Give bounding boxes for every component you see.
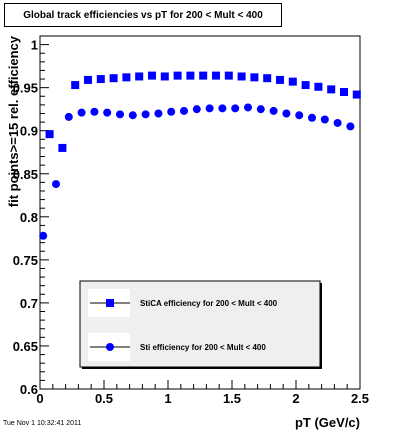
data-point-square bbox=[212, 71, 220, 80]
series-sti bbox=[39, 103, 355, 240]
data-point-circle bbox=[128, 111, 137, 120]
data-point-circle bbox=[231, 104, 240, 113]
legend-shadow-bottom bbox=[82, 367, 322, 369]
data-point-circle bbox=[308, 113, 316, 122]
data-point-circle bbox=[192, 105, 201, 114]
data-point-square bbox=[186, 71, 195, 80]
data-point-square bbox=[148, 71, 156, 80]
y-tick-label: 0.85 bbox=[13, 167, 38, 182]
data-point-square bbox=[263, 74, 272, 83]
data-point-circle bbox=[141, 110, 150, 119]
y-tick-label: 0.95 bbox=[13, 81, 38, 96]
y-tick-label: 0.75 bbox=[13, 253, 38, 268]
legend-shadow-right bbox=[320, 283, 322, 369]
data-point-square bbox=[301, 81, 310, 90]
data-point-square bbox=[122, 73, 131, 82]
data-point-circle bbox=[52, 180, 60, 189]
data-point-circle bbox=[103, 108, 112, 117]
data-point-circle bbox=[77, 108, 86, 117]
y-tick-label: 0.7 bbox=[20, 296, 38, 311]
timestamp-footer: Tue Nov 1 10:32:41 2011 bbox=[3, 420, 82, 427]
legend-label-stica: StiCA efficiency for 200 < Mult < 400 bbox=[140, 299, 278, 308]
data-point-circle bbox=[90, 107, 99, 116]
data-point-circle bbox=[154, 109, 163, 118]
data-point-square bbox=[352, 90, 361, 99]
data-point-square bbox=[340, 87, 348, 96]
data-point-circle bbox=[167, 107, 176, 116]
data-point-square bbox=[327, 85, 336, 94]
data-point-square bbox=[314, 82, 323, 91]
x-tick-label: 0 bbox=[36, 391, 43, 406]
data-point-square bbox=[96, 75, 105, 84]
legend-circle-marker bbox=[106, 343, 114, 351]
data-point-square bbox=[173, 71, 182, 80]
data-point-square bbox=[160, 72, 169, 81]
tick-labels: 0 0.5 1 1.5 2 2.5 0.6 0.65 0.7 0.75 0.8 0.85 0.9 0.95… bbox=[13, 38, 369, 406]
data-point-square bbox=[135, 72, 144, 81]
y-tick-label: 0.6 bbox=[20, 382, 38, 397]
chart-title-box: Global track efficiencies vs pT for 200 … bbox=[4, 3, 282, 27]
x-tick-label: 2.5 bbox=[351, 391, 369, 406]
data-point-square bbox=[224, 71, 233, 80]
x-tick-label: 0.5 bbox=[95, 391, 113, 406]
data-point-circle bbox=[295, 111, 304, 120]
data-point-square bbox=[84, 75, 92, 84]
data-point-square bbox=[288, 77, 297, 86]
series-stica bbox=[45, 71, 361, 152]
legend-label-sti: Sti efficiency for 200 < Mult < 400 bbox=[140, 343, 266, 352]
chart-title: Global track efficiencies vs pT for 200 … bbox=[23, 9, 263, 21]
data-point-circle bbox=[205, 104, 214, 113]
plot-frame bbox=[39, 35, 361, 390]
data-point-square bbox=[237, 72, 246, 81]
data-series bbox=[39, 71, 361, 240]
y-axis-title: fit points>=15 rel. efficiency bbox=[6, 35, 21, 207]
data-point-square bbox=[58, 143, 67, 152]
data-point-circle bbox=[180, 106, 188, 115]
legend-square-marker bbox=[106, 299, 114, 307]
data-point-square bbox=[276, 75, 284, 84]
data-point-square bbox=[71, 81, 80, 90]
x-axis-title: pT (GeV/c) bbox=[295, 415, 360, 430]
data-point-square bbox=[109, 74, 118, 83]
y-tick-label: 0.9 bbox=[20, 124, 38, 139]
data-point-circle bbox=[269, 106, 278, 115]
data-point-circle bbox=[282, 109, 291, 118]
data-point-circle bbox=[256, 105, 265, 114]
data-point-circle bbox=[346, 122, 355, 131]
data-point-square bbox=[250, 73, 259, 82]
x-tick-label: 2 bbox=[292, 391, 299, 406]
data-point-circle bbox=[218, 104, 227, 113]
x-tick-label: 1 bbox=[164, 391, 171, 406]
data-point-circle bbox=[320, 115, 329, 124]
data-point-square bbox=[199, 71, 208, 80]
y-tick-label: 1 bbox=[31, 38, 38, 53]
x-tick-label: 1.5 bbox=[223, 391, 241, 406]
data-point-circle bbox=[333, 118, 342, 127]
data-point-circle bbox=[116, 110, 124, 119]
y-tick-label: 0.65 bbox=[13, 339, 38, 354]
data-point-circle bbox=[39, 231, 48, 240]
data-point-circle bbox=[244, 103, 252, 112]
data-point-circle bbox=[64, 112, 73, 121]
legend: StiCA efficiency for 200 < Mult < 400 St… bbox=[79, 280, 322, 369]
y-tick-label: 0.8 bbox=[20, 210, 38, 225]
data-point-square bbox=[45, 130, 54, 139]
